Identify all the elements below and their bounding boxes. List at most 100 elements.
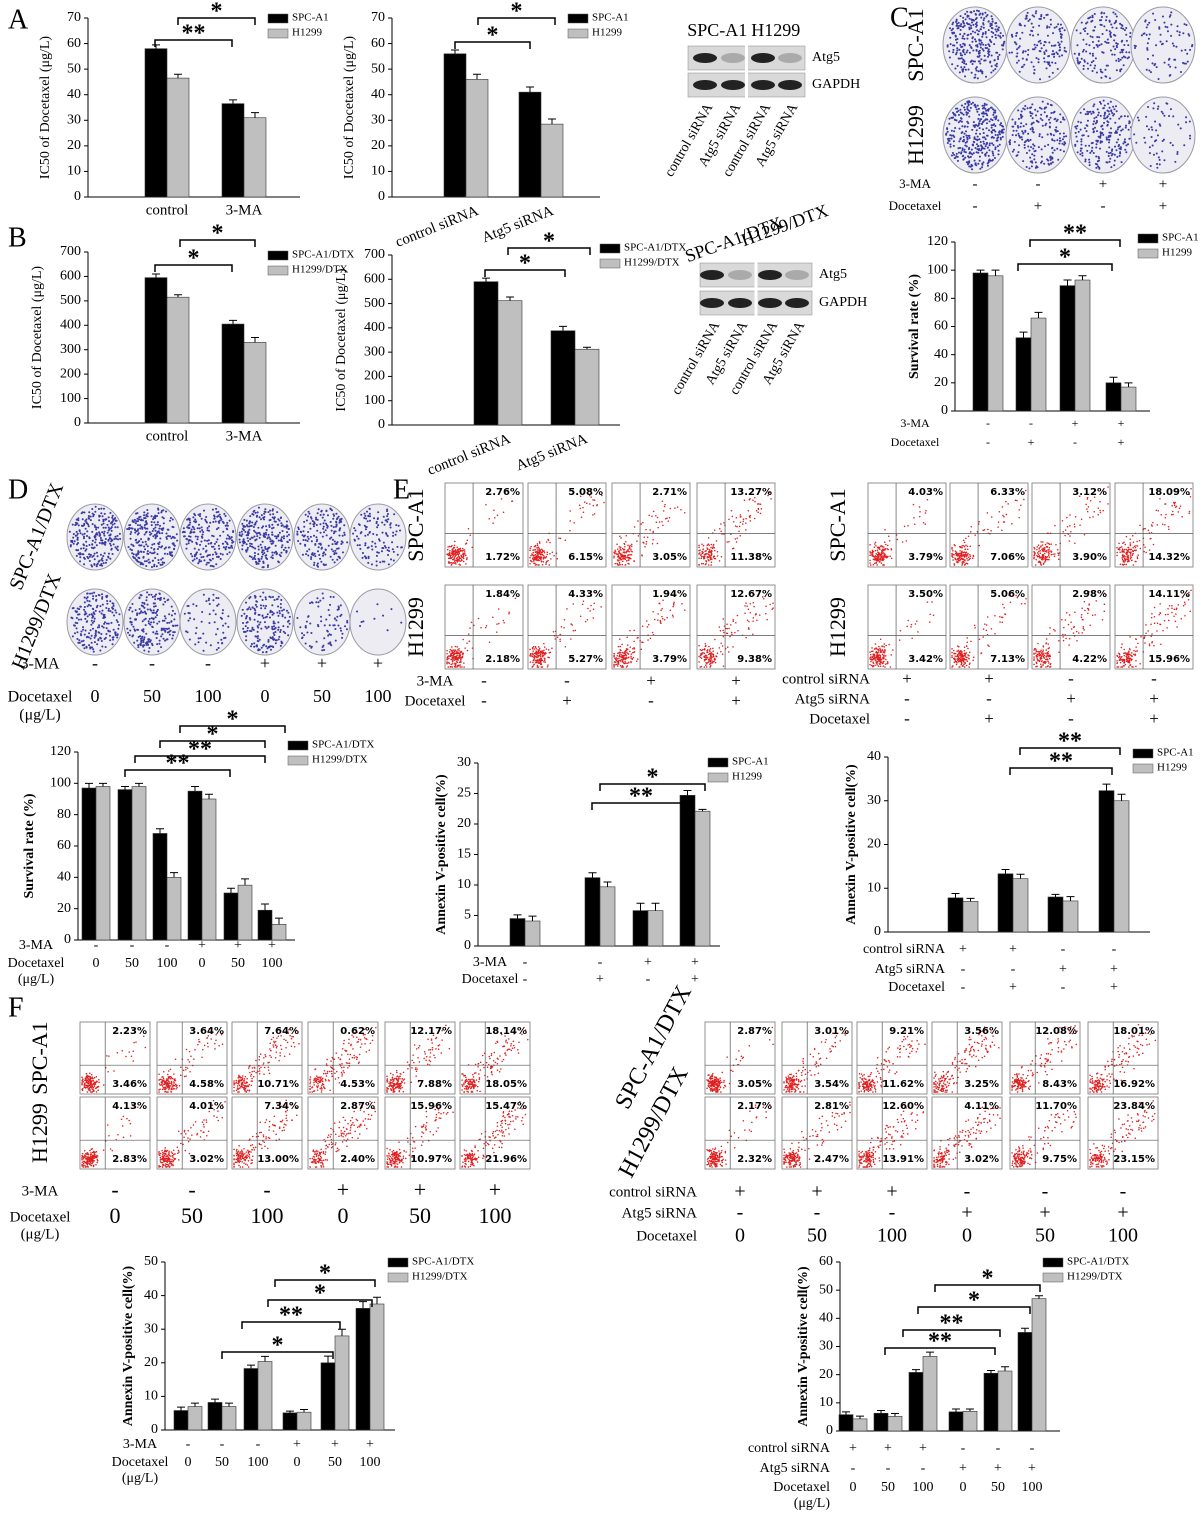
bar xyxy=(1031,1298,1047,1432)
condition-label: 3-MA xyxy=(473,955,508,970)
condition-value: - xyxy=(564,671,570,690)
significance-bracket xyxy=(267,1299,373,1307)
x-tick-label: control siRNA xyxy=(425,431,513,479)
colonies xyxy=(296,592,349,652)
flow-events xyxy=(1033,486,1109,566)
condition-value: - xyxy=(186,1437,191,1452)
quadrant-lines xyxy=(1115,483,1193,567)
bar xyxy=(497,300,523,426)
flow-events xyxy=(951,594,1027,668)
error-bar xyxy=(1117,793,1126,801)
condition-value: + xyxy=(1117,1202,1128,1224)
quadrant-percent: 3.05% xyxy=(737,1079,772,1090)
condition-value: - xyxy=(165,938,170,953)
quadrant-percent: 2.87% xyxy=(737,1026,772,1037)
bar xyxy=(1030,317,1047,412)
colonies xyxy=(240,591,291,654)
quadrant-lines xyxy=(612,585,690,669)
blot-band xyxy=(758,270,782,280)
condition-value: - xyxy=(996,1441,1001,1456)
bar xyxy=(509,918,526,947)
condition-value: 0 xyxy=(110,1203,121,1228)
bar xyxy=(524,920,541,947)
error-bar xyxy=(135,782,143,787)
blot-band xyxy=(728,298,752,308)
condition-value: + xyxy=(1118,435,1125,449)
quadrant-percent: 10.71% xyxy=(257,1079,299,1090)
condition-label: Docetaxel xyxy=(8,956,65,971)
significance-label: * xyxy=(982,1266,994,1292)
condition-value: + xyxy=(414,1177,426,1202)
flow-events xyxy=(951,489,1027,566)
error-bar xyxy=(225,1402,233,1407)
flow-plot xyxy=(931,1021,1003,1095)
legend-label: H1299 xyxy=(592,27,622,39)
condition-value: + xyxy=(884,1441,892,1456)
legend-swatch xyxy=(387,1272,409,1283)
flow-events xyxy=(158,1099,226,1168)
condition-label: 3-MA xyxy=(900,416,930,430)
significance-bracket xyxy=(917,1306,1031,1314)
condition-value: - xyxy=(1068,709,1074,728)
flow-events xyxy=(698,491,772,566)
blot-band xyxy=(751,80,775,90)
condition-value: + xyxy=(849,1441,857,1456)
colonies xyxy=(70,591,121,653)
bar xyxy=(584,877,601,947)
quadrant-percent: 3.46% xyxy=(112,1079,147,1090)
condition-value: + xyxy=(731,671,741,690)
condition-value: - xyxy=(1120,1181,1127,1203)
condition-value: - xyxy=(256,1437,261,1452)
condition-value: 100 xyxy=(479,1203,512,1228)
quadrant-lines xyxy=(460,1097,530,1169)
condition-value: - xyxy=(94,938,99,953)
flow-events xyxy=(706,1026,774,1093)
quadrant-percent: 4.01% xyxy=(189,1101,224,1112)
quadrant-lines xyxy=(157,1022,227,1094)
x-tick-label: control xyxy=(146,202,189,218)
error-bar xyxy=(211,1398,219,1403)
y-tick-label: 10 xyxy=(819,1395,833,1410)
colonies xyxy=(356,603,403,632)
quadrant-percent: 2.47% xyxy=(814,1154,849,1165)
condition-label: Atg5 siRNA xyxy=(622,1205,698,1221)
colonies xyxy=(126,591,179,653)
error-bar xyxy=(842,1411,850,1415)
y-tick-label: 80 xyxy=(934,291,948,306)
y-tick-label: 100 xyxy=(927,262,948,277)
flow-events xyxy=(706,1103,771,1168)
significance-label: ** xyxy=(928,1329,952,1355)
quadrant-percent: 4.11% xyxy=(964,1101,999,1112)
condition-value: 0 xyxy=(199,956,206,971)
y-tick-label: 0 xyxy=(378,417,385,432)
error-bar xyxy=(952,1408,960,1412)
quadrant-lines xyxy=(950,483,1028,567)
quadrant-lines xyxy=(1010,1097,1080,1169)
y-tick-label: 100 xyxy=(364,393,385,408)
y-tick-label: 0 xyxy=(464,938,471,953)
condition-value: - xyxy=(1151,669,1157,688)
flow-plot xyxy=(867,482,947,568)
row-label: SPC-A1 xyxy=(403,488,428,561)
quadrant-lines xyxy=(705,1022,775,1094)
condition-value: - xyxy=(92,653,98,673)
condition-label: Docetaxel xyxy=(888,980,945,995)
condition-value: - xyxy=(961,980,966,995)
flow-plot xyxy=(704,1021,776,1095)
colony-plate xyxy=(179,588,237,656)
condition-value: + xyxy=(1009,942,1017,957)
quadrant-percent: 4.22% xyxy=(1072,654,1107,665)
bar xyxy=(962,1410,978,1432)
y-tick-label: 30 xyxy=(371,113,385,128)
condition-value: - xyxy=(188,1177,195,1202)
significance-bracket xyxy=(179,239,256,247)
condition-value: + xyxy=(198,938,206,953)
condition-value: - xyxy=(220,1437,225,1452)
bar xyxy=(166,296,190,424)
quadrant-percent: 2.76% xyxy=(485,487,520,498)
y-tick-label: 30 xyxy=(457,755,471,770)
quadrant-percent: 4.33% xyxy=(568,589,603,600)
y-tick-label: 40 xyxy=(371,87,385,102)
blot-band xyxy=(693,53,717,63)
condition-value: + xyxy=(489,1177,501,1202)
